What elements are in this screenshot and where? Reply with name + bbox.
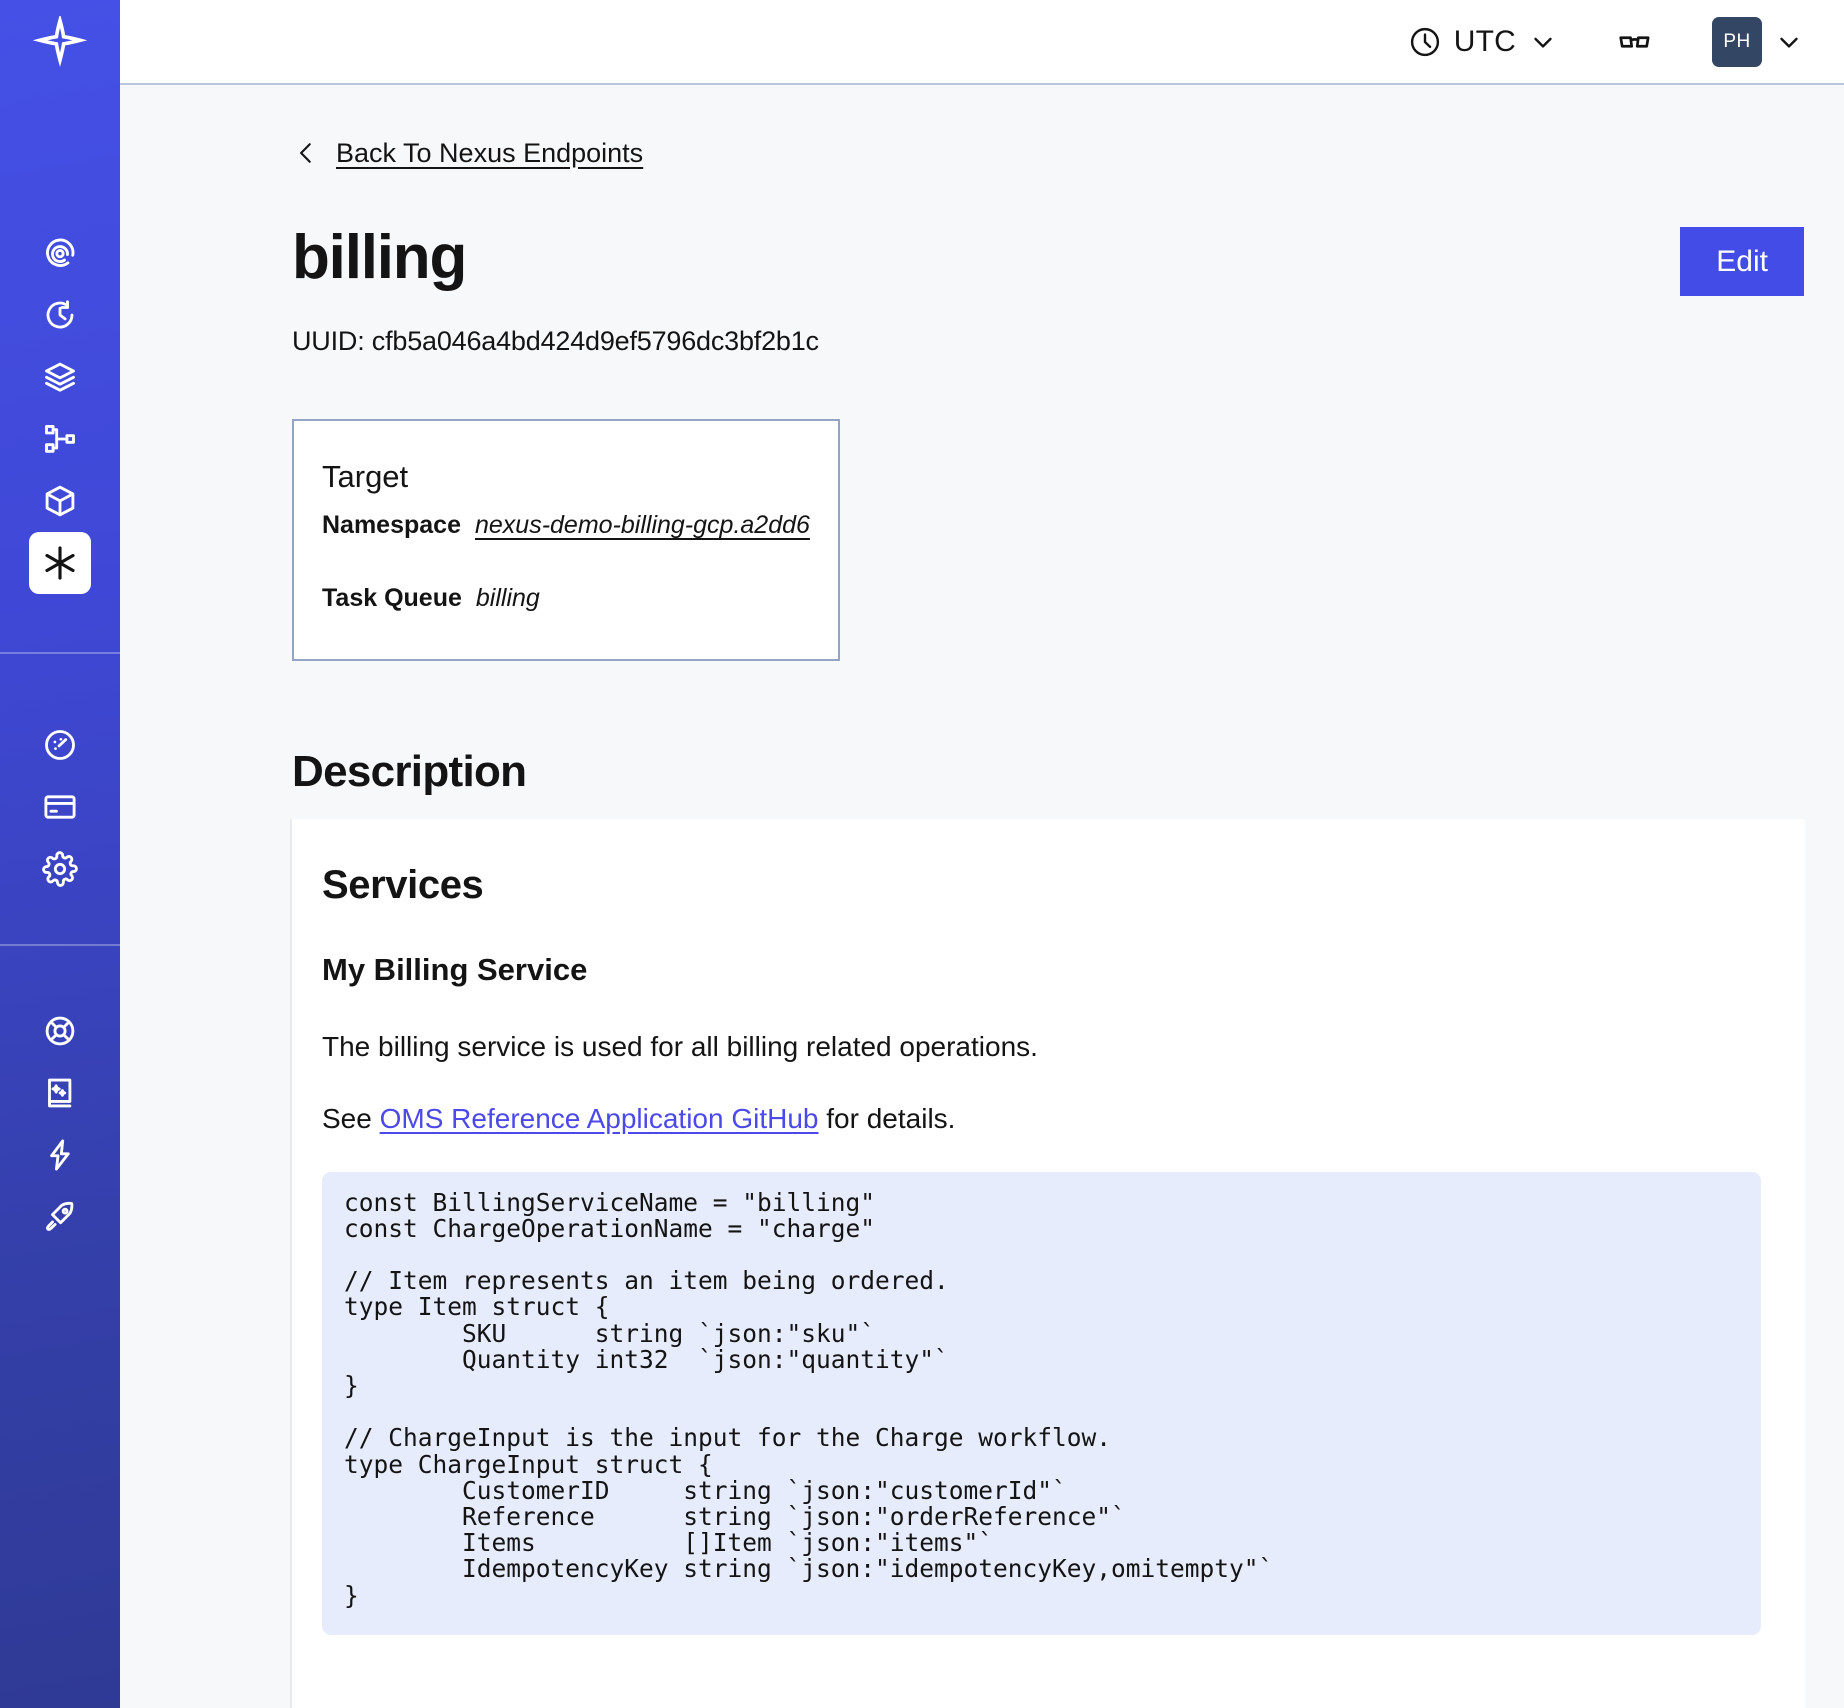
description-panel: Services My Billing Service The billing … bbox=[290, 819, 1805, 1708]
description-heading: Description bbox=[292, 747, 527, 796]
sidebar-item-deployments[interactable] bbox=[29, 470, 91, 532]
rocket-icon bbox=[46, 1201, 74, 1231]
reading-mode-button[interactable] bbox=[1616, 23, 1654, 61]
sidebar-item-launch[interactable] bbox=[29, 1186, 91, 1248]
page-content: Back To Nexus Endpoints billing Edit UUI… bbox=[120, 85, 1844, 1708]
app-logo[interactable] bbox=[0, 0, 120, 86]
temporal-logo-icon bbox=[33, 16, 87, 67]
avatar: PH bbox=[1712, 16, 1762, 67]
spiral-icon bbox=[46, 238, 75, 267]
namespace-value[interactable]: nexus-demo-billing-gcp.a2dd6 bbox=[474, 511, 810, 539]
clock-icon bbox=[1410, 27, 1439, 56]
sidebar-divider-2 bbox=[0, 944, 120, 946]
gear-icon bbox=[42, 851, 78, 887]
sidebar-item-support[interactable] bbox=[29, 1000, 91, 1062]
code-block: const BillingServiceName = "billing" con… bbox=[322, 1171, 1761, 1635]
edit-button[interactable]: Edit bbox=[1680, 227, 1804, 296]
services-heading: Services bbox=[322, 863, 484, 907]
sidebar-item-settings[interactable] bbox=[29, 838, 91, 900]
back-link-label: Back To Nexus Endpoints bbox=[336, 137, 644, 168]
timezone-selector[interactable]: UTC bbox=[1408, 25, 1558, 59]
lightning-icon bbox=[50, 1139, 70, 1171]
top-bar: UTC PH bbox=[120, 0, 1844, 85]
sidebar-group-account bbox=[0, 654, 120, 900]
task-queue-row: Task Queue billing bbox=[322, 584, 838, 613]
credit-card-icon bbox=[44, 795, 76, 819]
sidebar-item-schedules[interactable] bbox=[29, 284, 91, 346]
gauge-icon bbox=[45, 730, 75, 760]
sidebar-item-nexus[interactable] bbox=[29, 532, 91, 594]
sidebar-item-workflows[interactable] bbox=[29, 408, 91, 470]
main-area: UTC PH bbox=[120, 0, 1844, 1708]
chevron-down-icon bbox=[1780, 37, 1798, 48]
back-link[interactable]: Back To Nexus Endpoints bbox=[120, 85, 643, 169]
see-prefix: See bbox=[322, 1102, 380, 1134]
sidebar-item-whats-new[interactable] bbox=[29, 1124, 91, 1186]
namespace-label: Namespace bbox=[322, 511, 461, 539]
lifebuoy-icon bbox=[45, 1016, 75, 1046]
primary-sidebar bbox=[0, 0, 120, 1708]
hierarchy-icon bbox=[45, 424, 75, 453]
oms-reference-link[interactable]: OMS Reference Application GitHub bbox=[379, 1102, 819, 1134]
clock-history-icon bbox=[46, 300, 74, 329]
sidebar-item-docs[interactable] bbox=[29, 1062, 91, 1124]
sidebar-item-usage[interactable] bbox=[29, 714, 91, 776]
see-details-paragraph: See OMS Reference Application GitHub for… bbox=[322, 1100, 1761, 1138]
layers-icon bbox=[45, 362, 75, 392]
service-description-paragraph: The billing service is used for all bill… bbox=[322, 1031, 1038, 1062]
task-queue-label: Task Queue bbox=[322, 584, 462, 612]
page-title: billing bbox=[292, 223, 467, 292]
uuid-text: UUID: cfb5a046a4bd424d9ef5796dc3bf2b1c bbox=[292, 326, 819, 356]
cube-icon bbox=[45, 485, 75, 517]
namespace-row: Namespace nexus-demo-billing-gcp.a2dd6 bbox=[322, 511, 838, 540]
sidebar-divider-1 bbox=[0, 652, 120, 654]
book-sparkle-icon bbox=[48, 1078, 72, 1108]
chevron-down-icon bbox=[1534, 37, 1552, 48]
task-queue-value: billing bbox=[475, 584, 540, 612]
sidebar-item-recent[interactable] bbox=[29, 222, 91, 284]
page-header: billing Edit bbox=[120, 169, 1844, 296]
glasses-icon bbox=[1619, 35, 1650, 48]
sidebar-item-batch[interactable] bbox=[29, 346, 91, 408]
chevron-left-icon bbox=[300, 143, 311, 163]
sidebar-group-primary bbox=[0, 86, 120, 594]
timezone-label: UTC bbox=[1453, 24, 1516, 58]
sidebar-group-help bbox=[0, 946, 120, 1248]
see-suffix: for details. bbox=[818, 1102, 956, 1134]
asterisk-icon bbox=[45, 546, 75, 580]
sidebar-item-billing[interactable] bbox=[29, 776, 91, 838]
billing-service-heading: My Billing Service bbox=[322, 952, 588, 987]
target-card-title: Target bbox=[322, 459, 409, 494]
target-card: Target Namespace nexus-demo-billing-gcp.… bbox=[292, 419, 840, 661]
user-menu[interactable]: PH bbox=[1712, 16, 1804, 67]
